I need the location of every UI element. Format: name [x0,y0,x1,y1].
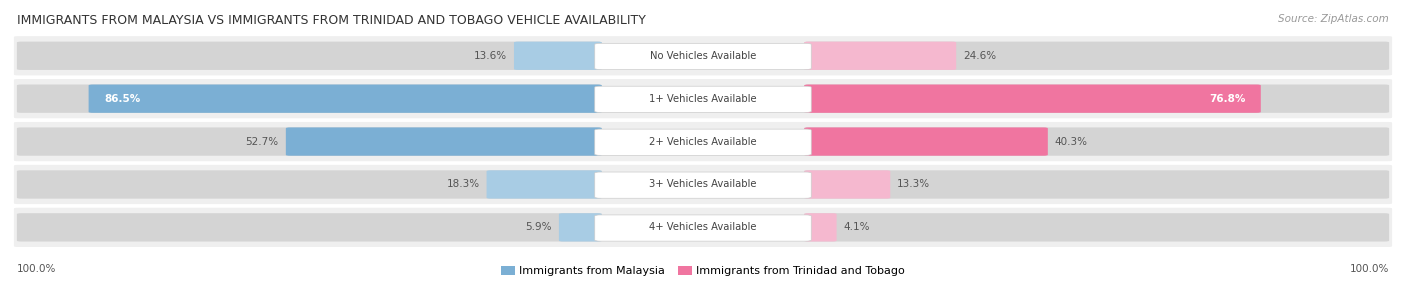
Text: 24.6%: 24.6% [963,51,997,61]
Text: 100.0%: 100.0% [17,264,56,274]
FancyBboxPatch shape [595,129,811,155]
FancyBboxPatch shape [17,85,602,113]
Text: 1+ Vehicles Available: 1+ Vehicles Available [650,94,756,104]
FancyBboxPatch shape [595,172,811,198]
Text: 86.5%: 86.5% [104,94,141,104]
Text: 3+ Vehicles Available: 3+ Vehicles Available [650,180,756,189]
FancyBboxPatch shape [804,213,1389,241]
Text: 76.8%: 76.8% [1209,94,1246,104]
FancyBboxPatch shape [804,170,890,198]
FancyBboxPatch shape [804,42,1389,70]
Text: 52.7%: 52.7% [246,137,278,146]
FancyBboxPatch shape [515,42,602,70]
FancyBboxPatch shape [285,127,602,156]
FancyBboxPatch shape [804,170,1389,198]
FancyBboxPatch shape [486,170,602,198]
Text: 100.0%: 100.0% [1350,264,1389,274]
FancyBboxPatch shape [560,213,602,241]
Text: 18.3%: 18.3% [446,180,479,189]
FancyBboxPatch shape [595,215,811,241]
FancyBboxPatch shape [804,85,1261,113]
FancyBboxPatch shape [13,206,1393,248]
FancyBboxPatch shape [804,127,1047,156]
FancyBboxPatch shape [595,43,811,69]
Text: Source: ZipAtlas.com: Source: ZipAtlas.com [1278,14,1389,24]
FancyBboxPatch shape [13,78,1393,120]
FancyBboxPatch shape [17,213,602,241]
FancyBboxPatch shape [804,213,837,241]
Text: IMMIGRANTS FROM MALAYSIA VS IMMIGRANTS FROM TRINIDAD AND TOBAGO VEHICLE AVAILABI: IMMIGRANTS FROM MALAYSIA VS IMMIGRANTS F… [17,14,645,27]
FancyBboxPatch shape [13,121,1393,162]
Text: 4.1%: 4.1% [844,223,870,232]
FancyBboxPatch shape [804,42,956,70]
Text: 5.9%: 5.9% [526,223,553,232]
FancyBboxPatch shape [804,85,1389,113]
FancyBboxPatch shape [89,85,602,113]
Text: 13.6%: 13.6% [474,51,508,61]
FancyBboxPatch shape [13,164,1393,205]
Text: 2+ Vehicles Available: 2+ Vehicles Available [650,137,756,146]
Legend: Immigrants from Malaysia, Immigrants from Trinidad and Tobago: Immigrants from Malaysia, Immigrants fro… [496,261,910,281]
Text: No Vehicles Available: No Vehicles Available [650,51,756,61]
FancyBboxPatch shape [804,127,1389,156]
FancyBboxPatch shape [13,35,1393,77]
Text: 40.3%: 40.3% [1054,137,1088,146]
Text: 13.3%: 13.3% [897,180,931,189]
FancyBboxPatch shape [17,170,602,198]
FancyBboxPatch shape [595,86,811,112]
FancyBboxPatch shape [17,42,602,70]
FancyBboxPatch shape [17,127,602,156]
Text: 4+ Vehicles Available: 4+ Vehicles Available [650,223,756,232]
